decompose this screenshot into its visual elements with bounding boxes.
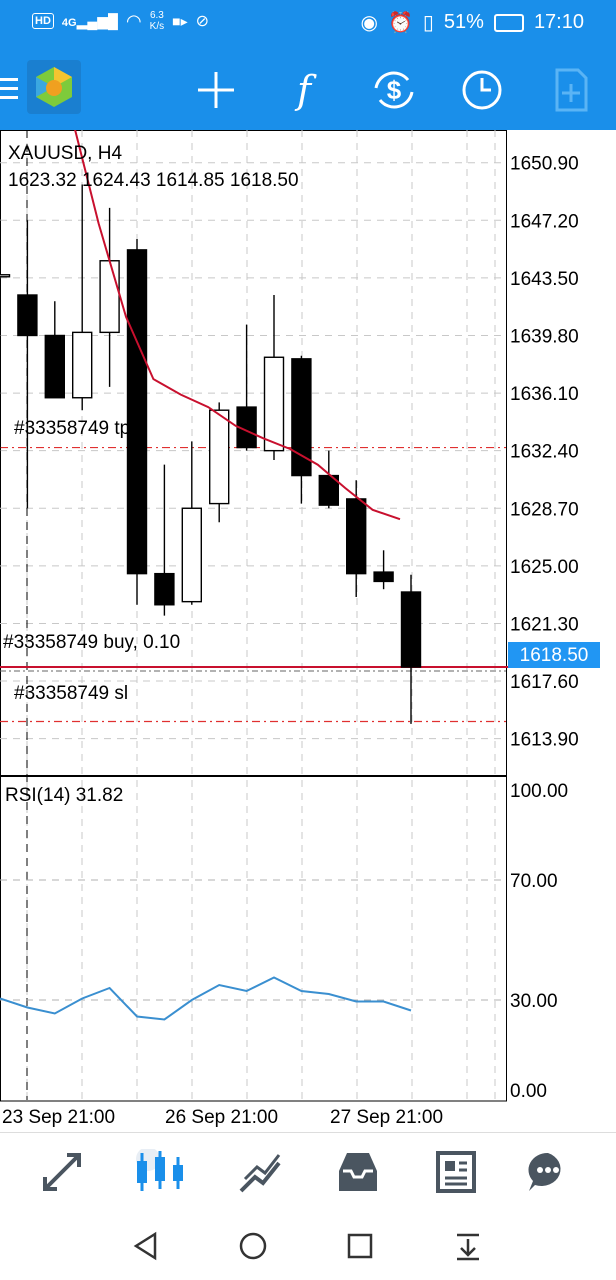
current-price-text: 1618.50 xyxy=(520,645,589,666)
candle-bearish xyxy=(346,498,367,575)
price-tick-label: 1621.30 xyxy=(510,614,579,635)
price-tick-label: 1625.00 xyxy=(510,557,579,578)
candle-bullish xyxy=(99,260,120,334)
time-tick-label: 27 Sep 21:00 xyxy=(330,1107,443,1128)
rsi-tick-label: 70.00 xyxy=(510,871,558,892)
price-tick-label: 1650.90 xyxy=(510,154,579,175)
rsi-axis: 100.00 70.00 30.00 0.00 xyxy=(510,781,568,1102)
price-tick-label: 1639.80 xyxy=(510,326,579,347)
battery-percent: 51% xyxy=(443,11,484,33)
buy-order-label: #33358749 buy, 0.10 xyxy=(3,632,180,653)
price-tick-label: 1643.50 xyxy=(510,269,579,290)
time-tick-label: 26 Sep 21:00 xyxy=(165,1107,278,1128)
rsi-frame xyxy=(0,775,507,1102)
signal-strength-icon: 4G▂▄▆█ xyxy=(61,12,118,29)
objects-icon[interactable] xyxy=(545,64,597,116)
candle-bullish xyxy=(0,274,11,278)
price-tick-label: 1613.90 xyxy=(510,730,579,751)
indicators-icon[interactable]: f xyxy=(296,68,312,112)
ohlc-label: 1623.32 1624.43 1614.85 1618.50 xyxy=(8,170,299,191)
status-bar: HD 4G▂▄▆█ ◠ 6.3 K/s ■▸ ⊘ ◉ ⏰ ▯ 51% 17:10 xyxy=(0,0,616,48)
rsi-series xyxy=(0,879,506,1021)
rsi-label: RSI(14) 31.82 xyxy=(5,785,123,806)
rsi-tick-label: 30.00 xyxy=(510,991,558,1012)
back-icon[interactable] xyxy=(126,1228,166,1264)
network-speed: 6.3 K/s xyxy=(149,10,165,32)
sl-order-label: #33358749 sl xyxy=(14,683,128,704)
vibrate-icon: ▯ xyxy=(422,12,434,34)
candle-bearish xyxy=(126,249,148,575)
eye-icon: ◉ xyxy=(360,12,378,34)
price-tick-label: 1636.10 xyxy=(510,384,579,405)
candle-bearish xyxy=(17,294,38,337)
rsi-tick-label: 0.00 xyxy=(510,1081,547,1102)
candle-bullish xyxy=(181,507,203,603)
candle-bearish xyxy=(318,474,339,506)
time-axis: 23 Sep 21:00 26 Sep 21:00 27 Sep 21:00 xyxy=(2,1107,443,1128)
candle-bearish xyxy=(373,571,394,583)
alarm-icon: ⏰ xyxy=(387,12,413,34)
order-lines xyxy=(0,446,600,723)
sync-icon: ⊘ xyxy=(195,13,210,30)
chart-canvas[interactable]: 1650.90 1647.20 1643.50 1639.80 1636.10 1632.… xyxy=(0,114,616,1130)
price-chart[interactable]: 1650.90 1647.20 1643.50 1639.80 1636.10 1632.… xyxy=(0,114,616,1130)
crosshair-icon[interactable] xyxy=(190,64,242,116)
home-icon[interactable] xyxy=(233,1228,273,1264)
candle-bearish xyxy=(291,358,312,477)
moving-average-series xyxy=(70,114,401,521)
bottom-navigation xyxy=(0,1132,616,1213)
rsi-tick-label: 100.00 xyxy=(510,781,568,802)
timeframe-icon[interactable] xyxy=(456,64,508,116)
main-chart-frame xyxy=(0,130,507,776)
candle-bullish xyxy=(71,331,93,399)
candle-bearish xyxy=(400,591,422,668)
price-axis: 1650.90 1647.20 1643.50 1639.80 1636.10 1632.… xyxy=(510,154,579,751)
clock-time: 17:10 xyxy=(533,11,584,33)
hd-badge: HD xyxy=(32,13,54,29)
moving-average-line xyxy=(70,114,401,521)
recents-icon[interactable] xyxy=(340,1228,380,1264)
trade-nav-icon[interactable] xyxy=(232,1147,288,1197)
price-tick-label: 1617.60 xyxy=(510,672,579,693)
video-icon: ■▸ xyxy=(172,12,188,29)
battery-icon xyxy=(493,13,524,32)
hamburger-icon[interactable] xyxy=(0,76,18,102)
candle-bullish xyxy=(263,356,285,452)
svg-text:$: $ xyxy=(387,75,402,105)
price-tick-label: 1632.40 xyxy=(510,442,579,463)
wifi-icon: ◠ xyxy=(125,10,142,31)
tp-order-label: #33358749 tp xyxy=(14,418,130,439)
history-icon[interactable] xyxy=(330,1147,386,1197)
price-tick-label: 1628.70 xyxy=(510,499,579,520)
grid-lines xyxy=(0,130,506,1100)
candle-bullish xyxy=(208,409,230,505)
candle-bearish xyxy=(44,334,65,399)
candle-bearish xyxy=(154,572,175,606)
price-tick-label: 1647.20 xyxy=(510,211,579,232)
news-icon[interactable] xyxy=(428,1147,484,1197)
trade-icon[interactable]: $ xyxy=(368,64,420,116)
chart-icon[interactable] xyxy=(132,1147,188,1197)
quotes-icon[interactable] xyxy=(34,1147,90,1197)
system-navigation-bar xyxy=(0,1212,616,1280)
notification-shade-icon[interactable] xyxy=(448,1228,488,1264)
symbol-label: XAUUSD, H4 xyxy=(8,143,122,164)
top-toolbar: f $ xyxy=(0,48,616,130)
current-price-tag xyxy=(508,642,600,668)
chat-icon[interactable] xyxy=(520,1147,576,1197)
app-logo-icon[interactable] xyxy=(27,60,81,114)
time-tick-label: 23 Sep 21:00 xyxy=(2,1107,115,1128)
rsi-line xyxy=(0,976,412,1021)
